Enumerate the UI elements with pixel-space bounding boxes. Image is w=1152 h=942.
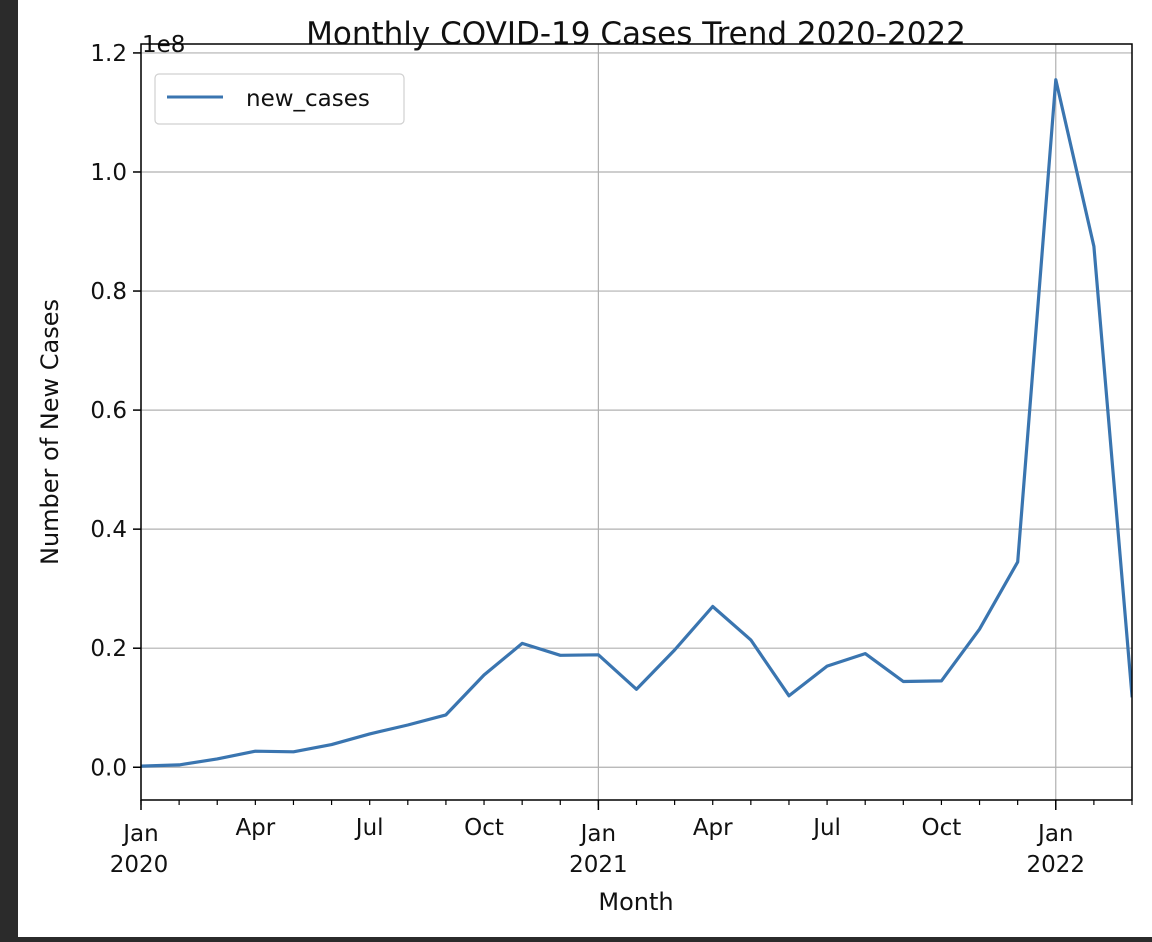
y-tick-label: 0.2	[90, 636, 127, 662]
y-tick-label: 0.8	[90, 279, 127, 305]
y-axis: 0.0 0.2 0.4 0.6 0.8 1.0 1.2	[90, 41, 141, 781]
y-tick-label: 0.4	[90, 517, 127, 543]
line-chart: Monthly COVID-19 Cases Trend 2020-2022 1…	[18, 0, 1152, 937]
x-tick-label: Jan	[121, 821, 158, 847]
y-offset-text: 1e8	[142, 32, 185, 58]
y-tick-label: 0.0	[90, 755, 127, 781]
x-tick-label: Apr	[693, 815, 733, 841]
x-tick-year-label: 2022	[1026, 852, 1085, 878]
x-tick-label: Jan	[1036, 821, 1073, 847]
y-tick-label: 0.6	[90, 398, 127, 424]
x-tick-year-label: 2021	[569, 852, 628, 878]
chart-figure: Monthly COVID-19 Cases Trend 2020-2022 1…	[18, 0, 1152, 937]
y-tick-label: 1.2	[90, 41, 127, 67]
x-tick-label: Jul	[354, 815, 384, 841]
legend-label-new-cases: new_cases	[246, 86, 370, 112]
series-layer	[141, 78, 1132, 768]
legend: new_cases	[154, 73, 405, 125]
y-axis-label: Number of New Cases	[36, 299, 64, 565]
series-line-new-cases	[141, 78, 1132, 768]
chart-title: Monthly COVID-19 Cases Trend 2020-2022	[306, 16, 966, 52]
x-tick-label: Oct	[464, 815, 504, 841]
x-tick-label: Jan	[579, 821, 616, 847]
legend-box	[154, 73, 405, 125]
x-tick-label: Jul	[811, 815, 841, 841]
y-tick-label: 1.0	[90, 160, 127, 186]
x-axis: Jan 2020 Apr Jul Oct Jan 2021 Apr Jul Oct Jan 2022	[110, 800, 1133, 878]
x-tick-year-label: 2020	[110, 852, 169, 878]
x-tick-label: Oct	[922, 815, 962, 841]
x-axis-label: Month	[598, 888, 673, 916]
grid	[140, 44, 1132, 800]
x-tick-label: Apr	[235, 815, 275, 841]
